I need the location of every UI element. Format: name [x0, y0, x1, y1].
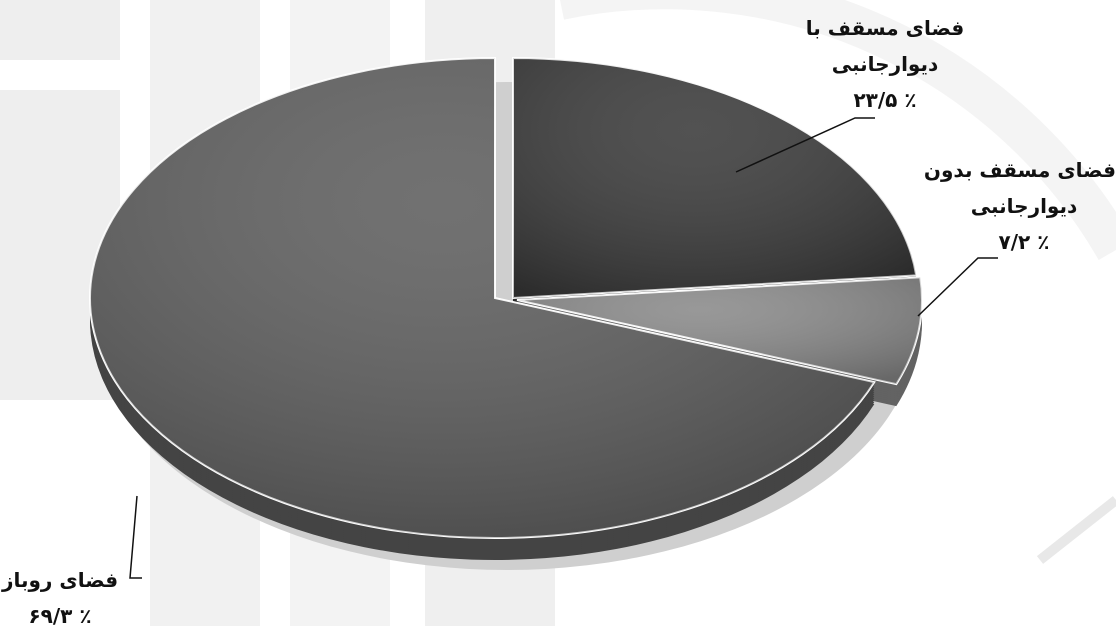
slice-label-line: دیوارجانبی: [970, 194, 1078, 218]
label-leader-line: [917, 257, 998, 317]
pie-slice-highlight: [513, 58, 917, 298]
slice-label-line: فضای روباز: [1, 568, 119, 592]
pie-slice-highlight: [517, 277, 922, 385]
slice-label-covered-without-walls: فضای مسقف بدون دیوارجانبی ٪ ۷/۲: [923, 152, 1116, 260]
slice-label-covered-with-walls: فضای مسقف با دیوارجانبی ٪ ۲۳/۵: [795, 10, 975, 118]
slice-label-line: فضای مسقف بدون: [923, 158, 1116, 182]
slice-label-line: دیوارجانبی: [831, 52, 939, 76]
pie-slice-highlight: [90, 58, 875, 538]
background-panel: [0, 0, 120, 60]
slice-label-open-space: فضای روباز ٪ ۶۹/۳: [0, 562, 120, 634]
slice-label-line: فضای مسقف با: [805, 16, 965, 40]
label-leader-line: [735, 117, 875, 173]
background-arc: [560, 0, 1116, 260]
slice-value-label: ٪ ۶۹/۳: [28, 604, 92, 628]
background-stroke: [1036, 496, 1116, 564]
slice-value-label: ٪ ۲۳/۵: [853, 88, 917, 112]
slice-value-label: ٪ ۷/۲: [998, 230, 1050, 254]
label-leader-line: [129, 495, 142, 579]
